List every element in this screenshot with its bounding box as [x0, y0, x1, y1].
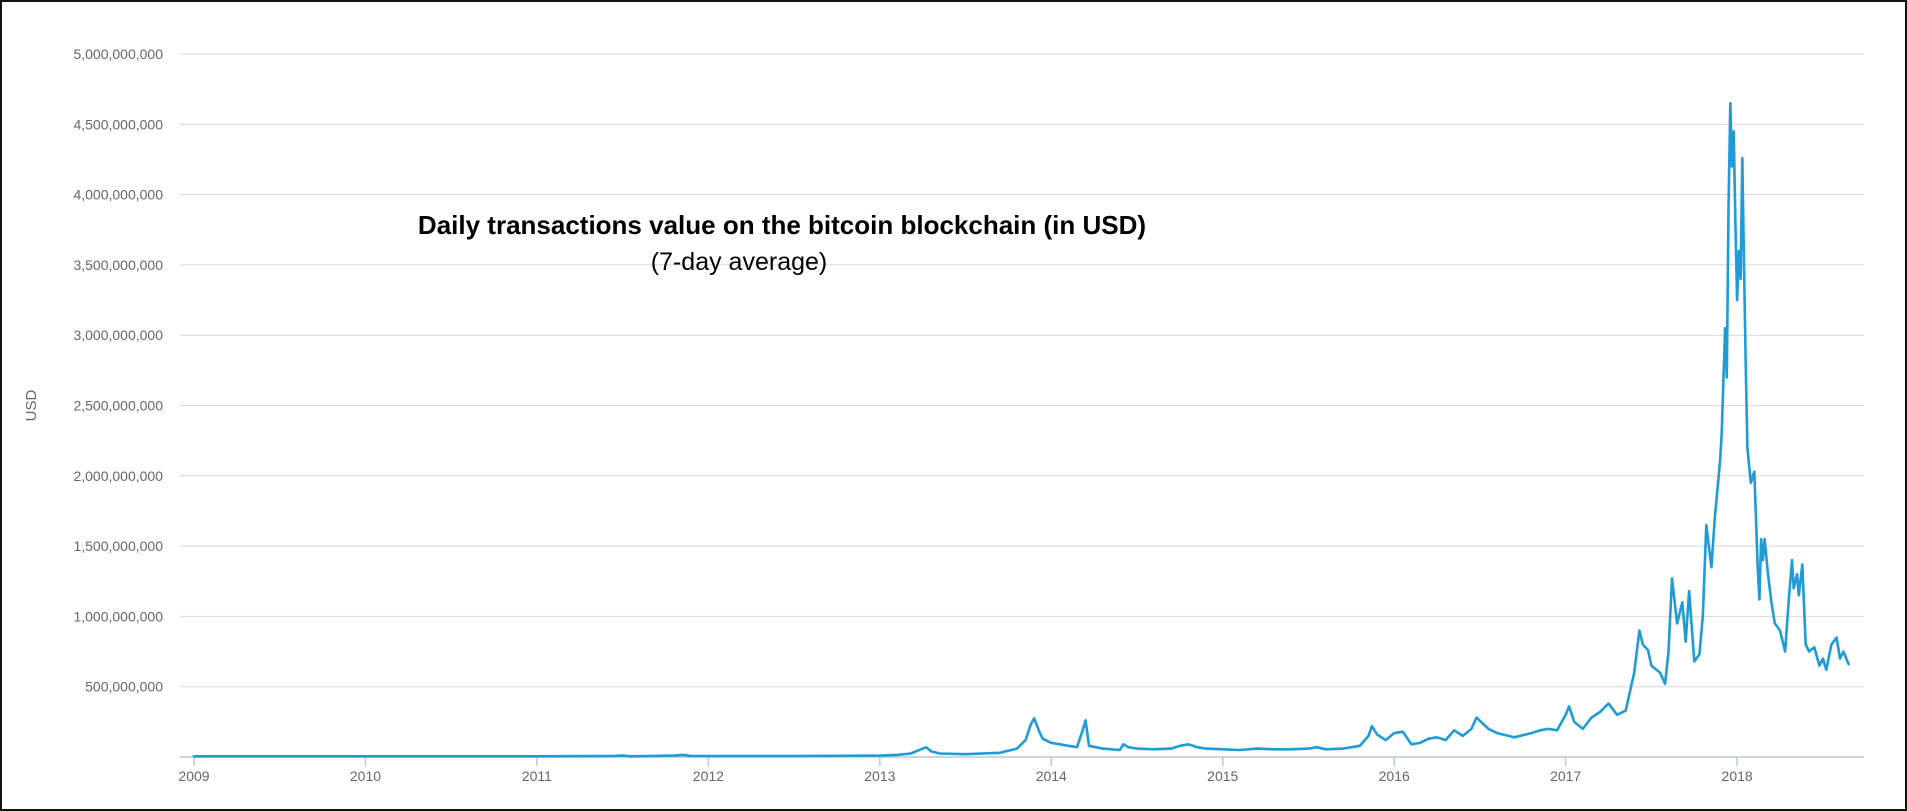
y-tick-label: 2,000,000,000: [73, 468, 163, 484]
y-tick-label: 1,000,000,000: [73, 608, 163, 624]
y-tick-label: 2,500,000,000: [73, 398, 163, 414]
x-tick-label: 2018: [1722, 768, 1753, 784]
chart-title: Daily transactions value on the bitcoin …: [418, 210, 1146, 240]
x-tick-label: 2017: [1550, 768, 1581, 784]
x-tick-label: 2014: [1036, 768, 1067, 784]
y-tick-label: 500,000,000: [85, 679, 163, 695]
x-tick-label: 2011: [522, 768, 552, 784]
x-tick-label: 2013: [864, 768, 895, 784]
y-tick-label: 5,000,000,000: [73, 46, 163, 62]
chart-subtitle: (7-day average): [651, 248, 827, 276]
x-tick-label: 2010: [350, 768, 381, 784]
x-tick-label: 2015: [1207, 768, 1238, 784]
y-tick-label: 4,000,000,000: [73, 187, 163, 203]
y-tick-label: 4,500,000,000: [73, 116, 163, 132]
y-tick-label: 3,000,000,000: [73, 327, 163, 343]
y-axis-title: USD: [23, 389, 40, 421]
series-line: [192, 101, 1850, 758]
y-tick-label: 3,500,000,000: [73, 257, 163, 273]
x-tick-label: 2012: [693, 768, 724, 784]
y-tick-label: 1,500,000,000: [73, 538, 163, 554]
x-tick-label: 2016: [1379, 768, 1410, 784]
x-tick-label: 2009: [178, 768, 209, 784]
